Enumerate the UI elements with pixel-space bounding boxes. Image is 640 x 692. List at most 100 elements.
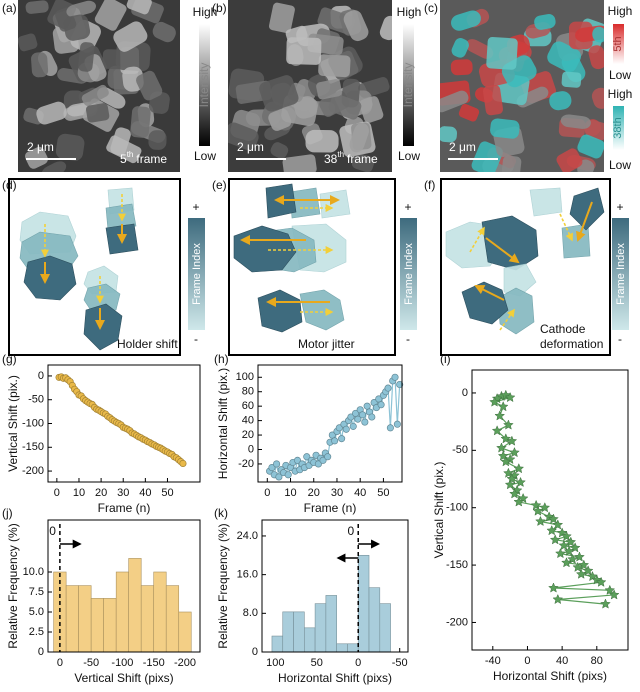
caption: Holder shift [117,337,178,351]
x-axis-label: Horizontal Shift (pixs) [278,671,392,685]
particle [94,0,127,31]
colorbar-high: High [397,5,422,19]
caption: deformation [540,337,603,351]
particle [588,45,604,70]
point [552,519,564,530]
point [509,488,520,499]
colorbar-minus: - [194,332,198,346]
arrow [474,285,505,301]
y-tick-label: -200 [22,465,44,477]
x-tick-label: 50 [161,487,173,499]
particle [85,103,110,123]
colorbar-title: Frame Index [191,243,203,305]
panel-label: (j) [2,506,13,520]
y-tick-label: 7.5 [29,586,44,598]
colorbar-minus: - [406,332,410,346]
particle [24,146,48,169]
arrow [576,201,593,242]
point [575,568,587,579]
x-tick-label: 0 [264,487,270,499]
bar [379,603,391,653]
frame-number: 5 [120,152,127,166]
point [338,435,346,443]
particle [451,38,469,58]
particle [282,154,317,172]
panel-label: (h) [214,352,229,366]
arrow [499,308,515,331]
y-tick-label: 0 [248,443,254,455]
x-tick-label: 100 [266,657,284,669]
reference-label: 0 [348,524,355,538]
bar [357,554,370,653]
y-axis-label: Vertical Shift (pix.) [432,462,446,559]
particle [136,70,163,101]
colorbar [188,218,205,330]
point [331,437,339,445]
point [384,384,392,392]
y-tick-label: -20 [238,458,254,470]
particle [106,135,142,164]
bar [128,558,142,653]
particle [126,0,152,15]
point [515,476,526,488]
y-tick-label: 10.0 [23,566,44,578]
point [497,401,509,412]
particle [31,52,49,78]
panel-label: (g) [2,352,17,366]
particle [486,36,518,70]
x-axis-label: Frame (n) [98,501,151,515]
point [342,425,350,433]
panel-frame [228,178,396,356]
panel-label: (b) [212,1,227,15]
arrow [485,237,520,264]
x-tick-label: -100 [111,657,133,669]
colorbar-minus: - [618,332,622,346]
point [268,464,276,472]
y-axis-label: Vertical Shift (pix.) [6,375,20,472]
point [335,424,343,432]
particle [81,84,109,106]
particle [482,85,503,116]
bar [153,571,167,653]
colorbar-title: Intensity [197,63,211,108]
point [604,584,616,595]
particle [561,71,582,88]
particle [591,87,604,109]
particle [529,187,563,217]
series-line [492,394,616,605]
y-tick-label: 0 [462,387,468,399]
bar [65,585,79,653]
bar [325,595,337,653]
colorbar [613,106,624,150]
y-tick-label: 24.0 [237,530,258,542]
particle [556,148,583,172]
point [513,496,525,507]
point [358,411,367,419]
frame-number: 38 [324,152,338,166]
x-tick-label: 40 [354,487,366,499]
series-line [269,375,401,478]
point [563,545,575,556]
bar [271,635,284,653]
x-tick-label: 10 [73,487,85,499]
particle [285,25,308,44]
point [548,513,559,524]
particle [592,26,604,43]
particle [440,90,469,113]
frame-suffix: th [127,150,134,159]
y-tick-label: 60 [242,400,254,412]
scale-text: 2 μm [449,140,476,154]
x-tick-label: 30 [117,487,129,499]
particle [379,15,392,41]
particle [228,122,259,151]
bar [140,585,155,653]
x-tick-label: 30 [331,487,343,499]
point [391,373,399,381]
y-tick-label: 2.5 [29,626,44,638]
point [504,391,516,403]
plot-frame [471,369,629,651]
point [530,499,542,510]
particle [299,289,345,331]
colorbar-title: 5th [612,36,624,51]
sem-image [228,0,392,172]
